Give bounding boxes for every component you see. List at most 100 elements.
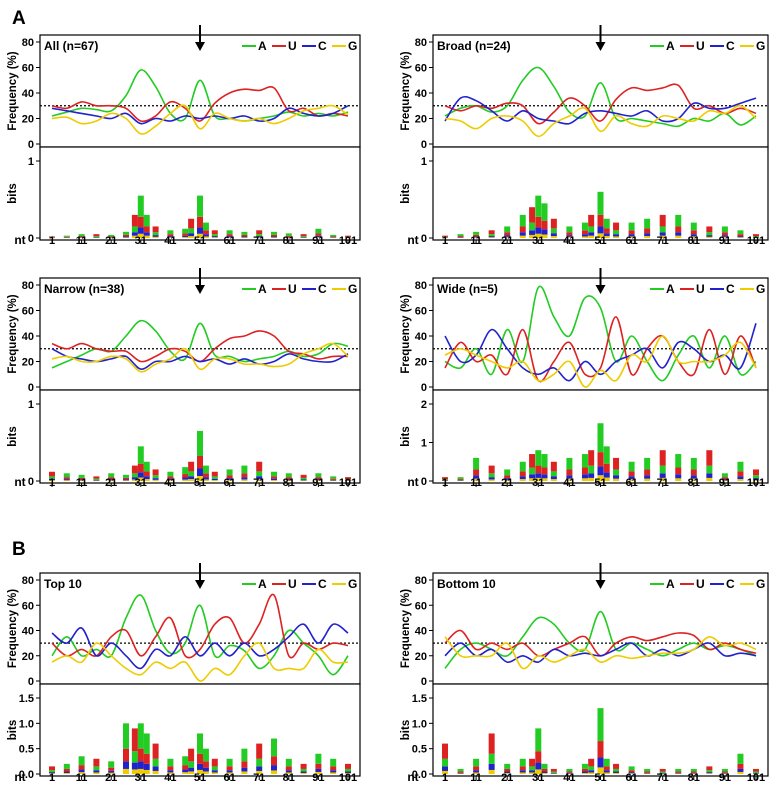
logo-stack-U bbox=[675, 226, 682, 233]
xtick-label: 101 bbox=[747, 235, 765, 247]
logo-stack-U bbox=[197, 455, 203, 469]
bits-ytick-label: 1 bbox=[28, 156, 34, 168]
logo-stack-U bbox=[721, 771, 728, 773]
logo-stack-U bbox=[123, 748, 129, 762]
logo-stack-C bbox=[300, 237, 307, 238]
logo-stack-U bbox=[182, 233, 189, 236]
logo-stack-U bbox=[93, 476, 100, 479]
bits-ytick-label: 1.0 bbox=[19, 718, 34, 730]
arrow-head bbox=[195, 42, 205, 51]
logo-stack-G bbox=[675, 478, 682, 481]
logo-stack-U bbox=[737, 763, 744, 769]
logo-stack-A bbox=[241, 465, 248, 474]
legend-label-U: U bbox=[696, 577, 705, 591]
logo-stack-U bbox=[93, 234, 100, 237]
logo-stack-A bbox=[131, 226, 138, 233]
logo-stack-A bbox=[519, 758, 526, 767]
legend-label-C: C bbox=[726, 282, 735, 296]
xtick-label: 51 bbox=[594, 235, 606, 247]
logo-stack-G bbox=[182, 772, 189, 774]
frequency-ytick-label: 40 bbox=[22, 626, 34, 638]
logo-stack-A bbox=[737, 230, 744, 235]
xaxis-label: nt bbox=[407, 233, 418, 247]
logo-stack-U bbox=[628, 770, 635, 773]
logo-stack-U bbox=[167, 766, 174, 771]
logo-stack-A bbox=[721, 768, 728, 772]
logo-stack-U bbox=[108, 236, 115, 238]
logo-stack-G bbox=[550, 479, 557, 481]
logo-stack-A bbox=[63, 235, 70, 237]
series-line-G bbox=[51, 104, 349, 135]
logo-stack-G bbox=[588, 235, 595, 238]
logo-stack-U bbox=[226, 234, 233, 237]
logo-stack-C bbox=[182, 477, 189, 480]
logo-stack-G bbox=[550, 236, 557, 238]
logo-stack-A bbox=[613, 469, 620, 476]
logo-stack-G bbox=[211, 480, 218, 481]
logo-stack-A bbox=[330, 476, 337, 479]
logo-stack-U bbox=[535, 465, 542, 474]
logo-stack-G bbox=[123, 480, 129, 481]
logo-stack-G bbox=[603, 236, 610, 238]
bits-ytick-label: 1.5 bbox=[19, 693, 34, 705]
logo-stack-A bbox=[152, 475, 159, 479]
logo-stack-G bbox=[488, 769, 495, 774]
logo-stack-G bbox=[271, 480, 277, 481]
logo-stack-A bbox=[256, 234, 263, 237]
logo-stack-G bbox=[550, 773, 557, 774]
logo-stack-C bbox=[690, 772, 697, 774]
logo-stack-A bbox=[137, 446, 144, 464]
logo-stack-U bbox=[753, 469, 759, 476]
logo-stack-G bbox=[675, 773, 682, 774]
legend-label-A: A bbox=[258, 282, 267, 296]
panel-title: Bottom 10 bbox=[437, 577, 496, 591]
xtick-label: 11 bbox=[76, 235, 88, 247]
logo-stack-G bbox=[123, 768, 129, 774]
logo-stack-U bbox=[256, 743, 263, 759]
logo-stack-U bbox=[550, 768, 557, 772]
legend-label-G: G bbox=[348, 39, 357, 53]
logo-stack-C bbox=[535, 762, 542, 770]
logo-stack-G bbox=[613, 478, 620, 481]
logo-stack-G bbox=[315, 237, 322, 238]
logo-stack-A bbox=[78, 756, 85, 766]
frequency-plot-frame bbox=[432, 34, 769, 148]
bits-ylabel: bits bbox=[7, 183, 19, 203]
logo-stack-G bbox=[167, 772, 174, 774]
logo-stack-U bbox=[597, 452, 604, 467]
logo-stack-A bbox=[197, 733, 203, 754]
logo-stack-U bbox=[202, 230, 209, 235]
logo-stack-U bbox=[613, 763, 620, 769]
bits-ytick-label: 0.0 bbox=[19, 769, 34, 781]
legend-label-G: G bbox=[756, 39, 765, 53]
xtick-label: 41 bbox=[563, 772, 575, 784]
logo-stack-C bbox=[188, 476, 195, 480]
logo-stack-A bbox=[504, 469, 511, 476]
logo-stack-G bbox=[706, 477, 713, 481]
logo-stack-C bbox=[550, 476, 557, 480]
logo-stack-A bbox=[721, 226, 728, 233]
logo-stack-U bbox=[473, 469, 480, 476]
logo-stack-G bbox=[123, 237, 129, 238]
xtick-label: 41 bbox=[164, 772, 176, 784]
logo-stack-U bbox=[566, 232, 573, 236]
logo-stack-A bbox=[315, 228, 322, 234]
logo-stack-C bbox=[226, 236, 233, 238]
logo-stack-G bbox=[202, 771, 209, 774]
logo-stack-C bbox=[588, 770, 595, 773]
logo-stack-C bbox=[488, 477, 495, 480]
logo-stack-C bbox=[256, 236, 263, 238]
logo-stack-A bbox=[628, 222, 635, 231]
logo-stack-A bbox=[271, 231, 277, 235]
logo-stack-U bbox=[345, 477, 351, 480]
logo-stack-C bbox=[182, 769, 189, 773]
logo-stack-C bbox=[737, 476, 744, 480]
logo-stack-C bbox=[597, 226, 604, 234]
logo-stack-G bbox=[241, 479, 248, 481]
frequency-ytick-label: 40 bbox=[415, 88, 427, 100]
logo-stack-G bbox=[488, 479, 495, 481]
frequency-ytick-label: 60 bbox=[22, 63, 34, 75]
